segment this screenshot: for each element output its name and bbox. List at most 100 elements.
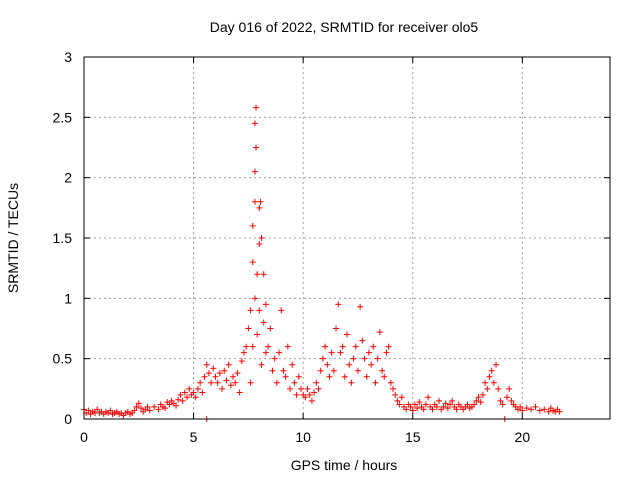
data-point	[449, 397, 456, 404]
x-axis-label: GPS time / hours	[291, 457, 398, 473]
data-point	[107, 407, 114, 414]
data-point	[210, 365, 217, 372]
data-point	[335, 301, 342, 308]
data-point	[166, 401, 173, 408]
y-tick-label: 3	[64, 49, 72, 65]
data-point	[352, 343, 359, 350]
data-point	[420, 406, 427, 413]
data-point	[350, 355, 357, 362]
data-point	[282, 373, 289, 380]
data-point	[545, 408, 552, 415]
data-point	[394, 397, 401, 404]
data-point	[271, 355, 278, 362]
data-point	[315, 385, 322, 392]
data-point	[85, 407, 92, 414]
data-point	[181, 389, 188, 396]
data-point	[256, 307, 263, 314]
data-point	[227, 382, 234, 389]
data-point	[276, 349, 283, 356]
data-point	[348, 379, 355, 386]
data-point	[190, 389, 197, 396]
y-tick-label: 1	[64, 290, 72, 306]
data-point	[221, 367, 228, 374]
data-point	[260, 319, 267, 326]
data-point	[293, 391, 300, 398]
data-point	[416, 399, 423, 406]
data-point	[447, 401, 454, 408]
data-point	[273, 379, 280, 386]
data-point	[179, 397, 186, 404]
data-point	[236, 389, 243, 396]
data-point	[251, 198, 258, 205]
data-point	[205, 370, 212, 377]
data-point	[186, 385, 193, 392]
data-point	[214, 379, 221, 386]
data-point	[230, 373, 237, 380]
data-point	[94, 406, 101, 413]
y-tick-label: 0.5	[53, 351, 73, 367]
data-point	[304, 385, 311, 392]
data-point	[532, 403, 539, 410]
data-point	[133, 403, 140, 410]
plot-frame	[83, 56, 611, 420]
data-point	[359, 337, 366, 344]
data-point	[203, 361, 210, 368]
data-point	[308, 397, 315, 404]
data-point	[240, 349, 247, 356]
data-point	[256, 204, 263, 211]
data-point	[287, 385, 294, 392]
data-point	[251, 120, 258, 127]
y-tick-label: 1.5	[53, 230, 73, 246]
data-point	[265, 343, 272, 350]
data-points	[81, 104, 563, 422]
data-point	[208, 379, 215, 386]
x-tick-label: 5	[190, 429, 198, 445]
data-point	[269, 367, 276, 374]
data-point	[326, 373, 333, 380]
data-point	[278, 307, 285, 314]
data-point	[328, 349, 335, 356]
data-point	[379, 367, 386, 374]
data-point	[234, 370, 241, 377]
data-point	[341, 373, 348, 380]
data-point	[284, 343, 291, 350]
data-point	[216, 370, 223, 377]
data-point	[173, 402, 180, 409]
data-point	[197, 379, 204, 386]
y-tick-label: 0	[64, 411, 72, 427]
data-point	[258, 235, 265, 241]
x-tick-label: 0	[80, 429, 88, 445]
data-point	[414, 405, 421, 412]
data-point	[425, 394, 432, 401]
data-point	[357, 303, 364, 310]
data-point	[257, 198, 264, 205]
data-point	[344, 331, 350, 338]
data-point	[232, 379, 239, 386]
data-point	[383, 349, 390, 356]
data-point	[151, 403, 158, 410]
y-tick-labels: 0 0.5 1 1.5 2 2.5 3	[53, 49, 73, 427]
data-point	[519, 407, 526, 414]
data-point	[194, 385, 201, 392]
data-point	[398, 394, 405, 401]
data-point	[258, 361, 265, 368]
data-point	[374, 355, 381, 362]
data-point	[387, 379, 394, 386]
data-point	[486, 373, 493, 380]
data-point	[488, 367, 495, 374]
data-point	[464, 401, 471, 408]
data-point	[493, 361, 500, 368]
data-point	[403, 406, 410, 413]
data-point	[473, 397, 480, 404]
data-point	[429, 406, 436, 413]
data-point	[137, 405, 144, 412]
data-point	[192, 394, 199, 401]
data-point	[253, 104, 260, 111]
data-point	[184, 394, 191, 401]
data-point	[245, 325, 252, 332]
data-point	[442, 400, 449, 407]
data-point	[392, 391, 399, 398]
data-point	[254, 331, 261, 338]
y-tick-label: 2.5	[53, 109, 73, 125]
